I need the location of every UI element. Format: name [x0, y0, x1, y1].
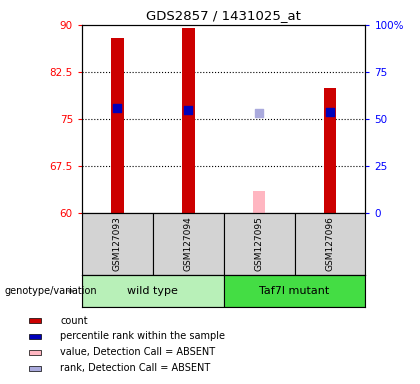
Text: value, Detection Call = ABSENT: value, Detection Call = ABSENT [60, 347, 215, 357]
Bar [153, 213, 224, 275]
Bar [29, 334, 41, 339]
Bar [323, 88, 336, 213]
Bar [111, 38, 124, 213]
Text: wild type: wild type [127, 286, 178, 296]
Text: percentile rank within the sample: percentile rank within the sample [60, 331, 225, 341]
Bar [182, 28, 194, 213]
Text: genotype/variation: genotype/variation [4, 286, 97, 296]
Bar [29, 366, 41, 371]
Text: GSM127094: GSM127094 [184, 217, 193, 271]
Text: rank, Detection Call = ABSENT: rank, Detection Call = ABSENT [60, 363, 210, 373]
Bar [29, 318, 41, 323]
Text: GSM127096: GSM127096 [326, 217, 334, 271]
Text: count: count [60, 316, 88, 326]
Text: Taf7l mutant: Taf7l mutant [260, 286, 330, 296]
Bar [294, 213, 365, 275]
Text: GSM127093: GSM127093 [113, 217, 122, 271]
Bar [224, 213, 294, 275]
Title: GDS2857 / 1431025_at: GDS2857 / 1431025_at [146, 9, 301, 22]
Bar [82, 275, 224, 307]
Bar [224, 275, 365, 307]
Point [256, 110, 262, 116]
Bar [82, 213, 153, 275]
Bar [29, 350, 41, 355]
Text: GSM127095: GSM127095 [255, 217, 264, 271]
Point [327, 108, 333, 114]
Point [185, 106, 192, 113]
Point [114, 105, 121, 111]
Bar [253, 191, 265, 213]
